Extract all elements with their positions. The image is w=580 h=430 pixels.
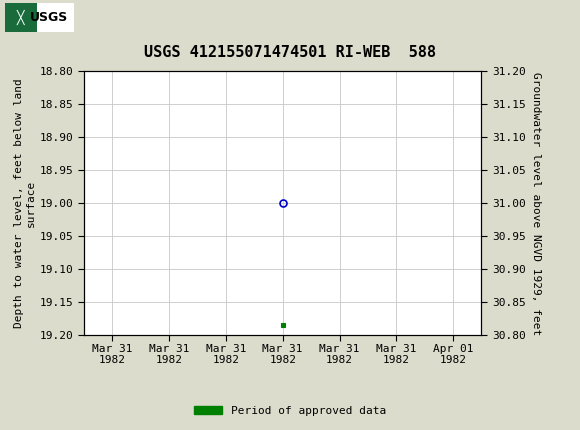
Text: USGS 412155071474501 RI-WEB  588: USGS 412155071474501 RI-WEB 588 — [144, 45, 436, 60]
Legend: Period of approved data: Period of approved data — [190, 401, 390, 420]
Y-axis label: Groundwater level above NGVD 1929, feet: Groundwater level above NGVD 1929, feet — [531, 71, 541, 335]
Text: ╳: ╳ — [17, 10, 24, 25]
Y-axis label: Depth to water level, feet below land
surface: Depth to water level, feet below land su… — [14, 78, 36, 328]
Text: USGS: USGS — [30, 11, 68, 24]
FancyBboxPatch shape — [5, 3, 37, 32]
FancyBboxPatch shape — [5, 3, 74, 32]
